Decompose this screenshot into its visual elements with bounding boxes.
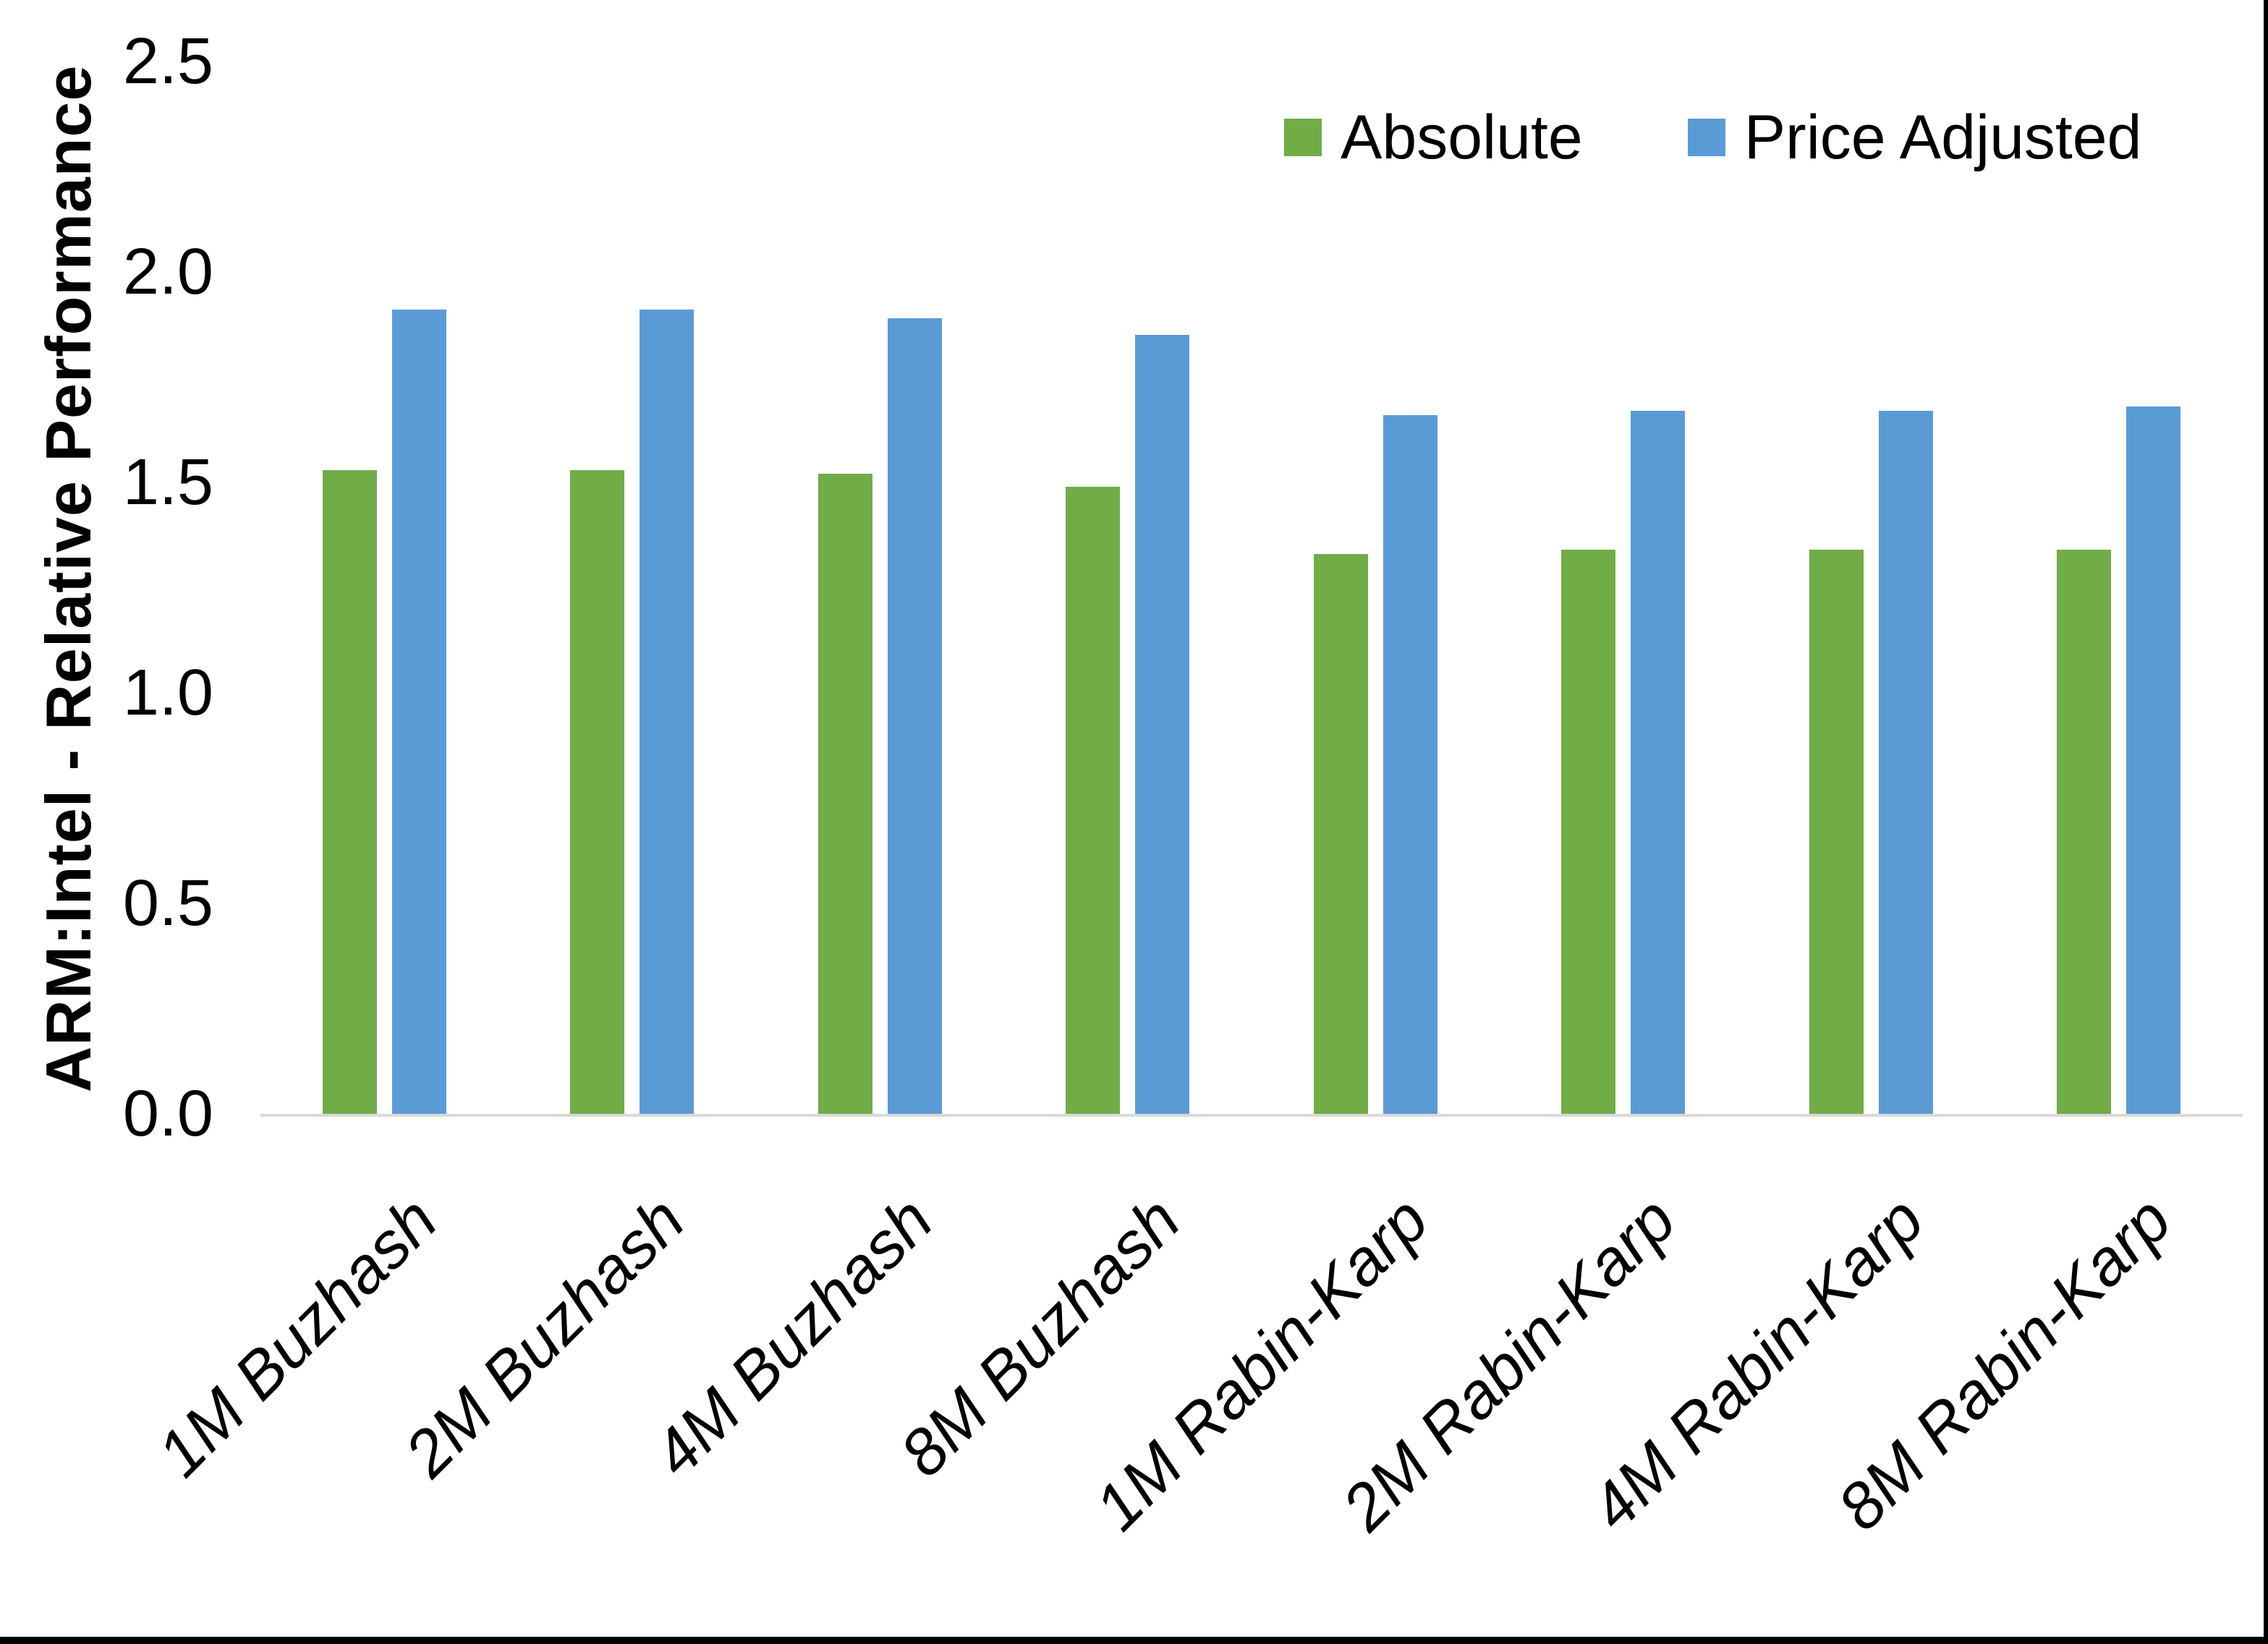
bar-price-adjusted	[640, 310, 695, 1114]
bar-price-adjusted	[1383, 415, 1437, 1114]
x-axis-category-label: 8M Rabin-Karp	[1825, 1183, 2186, 1545]
y-axis-title: ARM:Intel - Relative Performance	[33, 64, 104, 1093]
bar-absolute	[1313, 554, 1368, 1114]
bar-price-adjusted	[887, 318, 942, 1114]
bar-group	[260, 61, 509, 1114]
bar-group	[1747, 61, 1995, 1114]
legend-item-absolute: Absolute	[1284, 106, 1583, 169]
bar-price-adjusted	[1631, 411, 1686, 1114]
legend-label: Absolute	[1341, 103, 1583, 172]
y-tick-label: 2.5	[122, 25, 213, 98]
plot-area	[260, 61, 2243, 1117]
legend-label: Price Adjusted	[1744, 103, 2142, 172]
y-tick-label: 2.0	[122, 236, 213, 308]
bar-absolute	[2057, 550, 2112, 1114]
bar-price-adjusted	[2126, 406, 2181, 1114]
bar-absolute	[1561, 550, 1616, 1114]
bar-price-adjusted	[1135, 335, 1190, 1114]
bar-price-adjusted	[1878, 411, 1933, 1114]
bar-group	[1995, 61, 2243, 1114]
x-axis-category-label: 1M Buzhash	[143, 1183, 451, 1491]
legend-item-price-adjusted: Price Adjusted	[1687, 103, 2142, 172]
legend-swatch-icon	[1284, 119, 1322, 156]
x-axis-category-label: 1M Rabin-Karp	[1081, 1183, 1443, 1545]
bar-absolute	[817, 474, 872, 1114]
y-tick-label: 0.5	[122, 867, 213, 940]
bar-group	[509, 61, 757, 1114]
legend: Absolute Price Adjusted	[1284, 106, 2141, 169]
bar-group	[1004, 61, 1252, 1114]
x-axis-category-label: 4M Rabin-Karp	[1576, 1183, 1938, 1545]
bar-absolute	[1809, 550, 1864, 1114]
bar-group	[756, 61, 1004, 1114]
y-tick-label: 1.5	[122, 446, 213, 519]
y-tick-label: 0.0	[122, 1078, 213, 1150]
x-axis-category-label: 4M Buzhash	[639, 1183, 947, 1491]
legend-swatch-icon	[1687, 119, 1725, 156]
bar-group	[1252, 61, 1500, 1114]
x-axis-category-label: 8M Buzhash	[887, 1183, 1194, 1491]
bar-absolute	[570, 470, 625, 1114]
y-tick-label: 1.0	[122, 657, 213, 729]
x-axis-category-label: 2M Buzhash	[391, 1183, 699, 1491]
bar-price-adjusted	[391, 310, 446, 1114]
bar-absolute	[322, 470, 377, 1114]
bar-group	[1500, 61, 1748, 1114]
x-axis-category-label: 2M Rabin-Karp	[1329, 1183, 1690, 1545]
bar-absolute	[1066, 487, 1121, 1114]
